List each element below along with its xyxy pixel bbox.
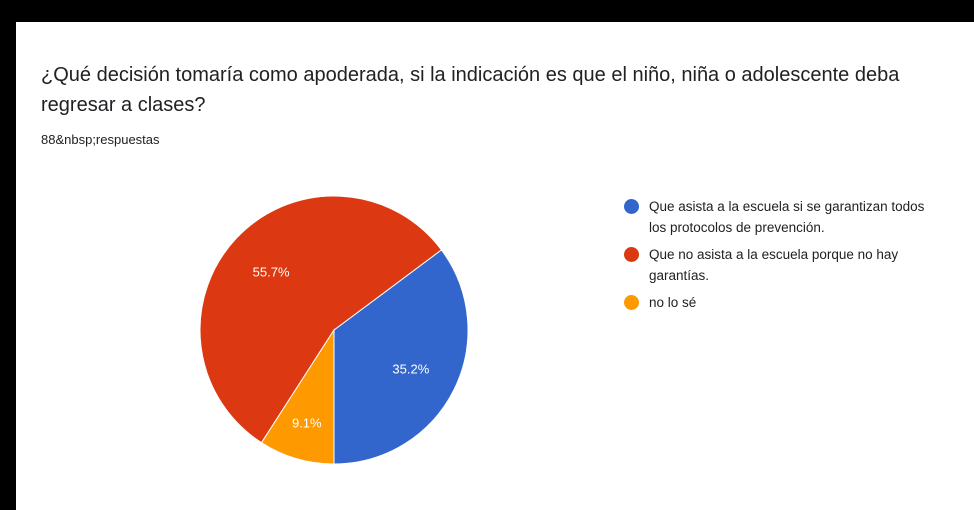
legend-dot-icon <box>624 295 639 310</box>
response-count: 88&nbsp;respuestas <box>41 132 160 147</box>
legend-label: no lo sé <box>649 295 697 310</box>
legend-item-no-asista[interactable]: Que no asista a la escuela porque no hay… <box>624 244 934 286</box>
slice-data-label: 55.7% <box>253 264 290 279</box>
pie-chart: 35.2% 55.7% 9.1% <box>199 195 469 465</box>
question-title: ¿Qué decisión tomaría como apoderada, si… <box>41 64 900 116</box>
legend-item-asista[interactable]: Que asista a la escuela si se garantizan… <box>624 196 934 238</box>
legend-label: Que asista a la escuela si se garantizan… <box>649 199 925 235</box>
legend-dot-icon <box>624 199 639 214</box>
pie-slice[interactable] <box>260 328 335 465</box>
pie-slice[interactable] <box>199 195 443 444</box>
legend-dot-icon <box>624 247 639 262</box>
slice-data-label: 35.2% <box>392 362 429 377</box>
legend-item-no-lo-se[interactable]: no lo sé <box>624 292 934 313</box>
slice-data-label: 9.1% <box>292 416 322 431</box>
pie-slice[interactable] <box>333 249 469 465</box>
chart-legend: Que asista a la escuela si se garantizan… <box>624 196 934 319</box>
chart-card: ¿Qué decisión tomaría como apoderada, si… <box>16 22 974 510</box>
legend-label: Que no asista a la escuela porque no hay… <box>649 247 899 283</box>
